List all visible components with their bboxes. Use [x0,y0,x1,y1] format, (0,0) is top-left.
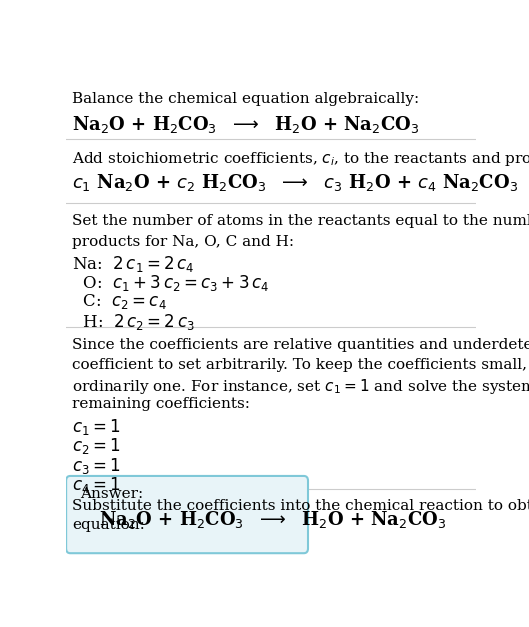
Text: $c_2 = 1$: $c_2 = 1$ [72,436,121,456]
Text: $c_1 = 1$: $c_1 = 1$ [72,417,121,437]
Text: Substitute the coefficients into the chemical reaction to obtain the balanced: Substitute the coefficients into the che… [72,499,529,513]
Text: coefficient to set arbitrarily. To keep the coefficients small, the arbitrary va: coefficient to set arbitrarily. To keep … [72,357,529,372]
Text: $c_1$ Na$_2$O + $c_2$ H$_2$CO$_3$  $\longrightarrow$  $c_3$ H$_2$O + $c_4$ Na$_2: $c_1$ Na$_2$O + $c_2$ H$_2$CO$_3$ $\long… [72,172,518,192]
Text: Balance the chemical equation algebraically:: Balance the chemical equation algebraica… [72,92,419,106]
Text: Since the coefficients are relative quantities and underdetermined, choose a: Since the coefficients are relative quan… [72,338,529,352]
FancyBboxPatch shape [66,476,308,553]
Text: Na$_2$O + H$_2$CO$_3$  $\longrightarrow$  H$_2$O + Na$_2$CO$_3$: Na$_2$O + H$_2$CO$_3$ $\longrightarrow$ … [72,114,419,135]
Text: Na:  $2\,c_1 = 2\,c_4$: Na: $2\,c_1 = 2\,c_4$ [72,254,195,274]
Text: products for Na, O, C and H:: products for Na, O, C and H: [72,234,295,248]
Text: $c_4 = 1$: $c_4 = 1$ [72,475,121,495]
Text: O:  $c_1 + 3\,c_2 = c_3 + 3\,c_4$: O: $c_1 + 3\,c_2 = c_3 + 3\,c_4$ [72,273,269,293]
Text: Add stoichiometric coefficients, $c_i$, to the reactants and products:: Add stoichiometric coefficients, $c_i$, … [72,150,529,168]
Text: Answer:: Answer: [80,487,144,500]
Text: Na$_2$O + H$_2$CO$_3$  $\longrightarrow$  H$_2$O + Na$_2$CO$_3$: Na$_2$O + H$_2$CO$_3$ $\longrightarrow$ … [99,508,446,530]
Text: C:  $c_2 = c_4$: C: $c_2 = c_4$ [72,292,167,312]
Text: Set the number of atoms in the reactants equal to the number of atoms in the: Set the number of atoms in the reactants… [72,214,529,228]
Text: H:  $2\,c_2 = 2\,c_3$: H: $2\,c_2 = 2\,c_3$ [72,312,195,332]
Text: ordinarily one. For instance, set $c_1 = 1$ and solve the system of equations fo: ordinarily one. For instance, set $c_1 =… [72,377,529,396]
Text: equation:: equation: [72,519,145,532]
Text: remaining coefficients:: remaining coefficients: [72,398,250,411]
Text: $c_3 = 1$: $c_3 = 1$ [72,456,121,476]
